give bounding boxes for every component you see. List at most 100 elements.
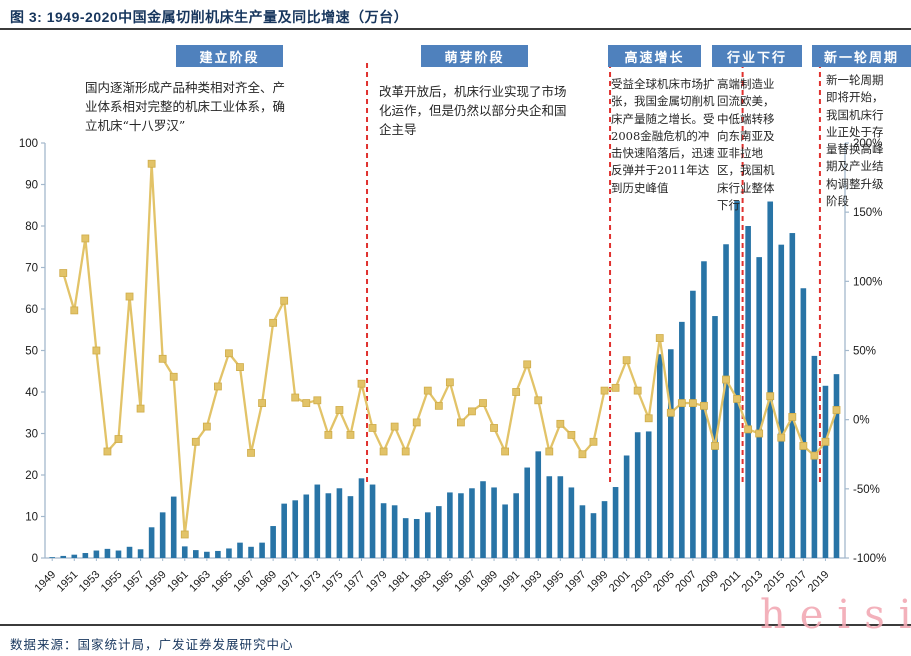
y-tick-label-right: 100% (853, 276, 882, 288)
data-source: 数据来源：国家统计局，广发证券发展研究中心 (10, 638, 294, 652)
production-bar (93, 550, 100, 558)
production-bar (60, 555, 67, 558)
y-tick-label-left: 50 (25, 346, 38, 358)
production-bar (767, 201, 774, 558)
x-tick-label: 1951 (55, 569, 81, 595)
y-tick-label-left: 70 (25, 263, 38, 275)
production-bar (778, 244, 785, 559)
x-tick-label: 1977 (342, 569, 368, 595)
y-tick-label-right: 200% (853, 138, 882, 150)
growth-marker (578, 450, 587, 459)
x-tick-label: 1985 (430, 569, 456, 595)
y-tick-label-right: -50% (853, 484, 880, 496)
growth-marker (103, 447, 112, 456)
growth-marker (799, 442, 808, 450)
growth-marker (711, 442, 719, 450)
growth-marker (258, 399, 266, 407)
x-tick-label: 1973 (298, 569, 324, 595)
growth-marker (92, 346, 101, 355)
growth-marker (335, 406, 344, 414)
x-tick-label: 2009 (695, 569, 721, 595)
production-bar (557, 476, 564, 558)
production-bar (358, 478, 365, 558)
production-bar (690, 290, 696, 558)
growth-marker (501, 447, 510, 456)
growth-marker (346, 430, 355, 439)
x-tick-label: 2015 (762, 569, 788, 595)
growth-marker (59, 269, 68, 277)
production-bar (71, 554, 78, 558)
production-bar (756, 257, 762, 558)
growth-marker (722, 375, 730, 384)
production-bar (568, 487, 575, 558)
phase-annotation-establishment: 国内逐渐形成产品种类相对齐全、产业体系相对完整的机床工业体系，确立机床“十八罗汉… (85, 80, 286, 133)
y-tick-label-left: 40 (25, 387, 38, 399)
growth-marker (412, 418, 421, 427)
growth-marker (534, 396, 543, 405)
y-tick-label-right: 0% (853, 415, 870, 427)
production-bar (413, 518, 420, 558)
y-tick-label-right: -100% (853, 553, 886, 565)
y-tick-label-left: 90 (25, 180, 38, 192)
x-tick-label: 1989 (474, 569, 500, 595)
growth-marker (434, 401, 443, 410)
growth-marker (324, 430, 333, 439)
growth-marker (457, 418, 465, 427)
growth-marker (700, 401, 708, 410)
x-tick-label: 1981 (386, 569, 412, 595)
production-bar (833, 374, 840, 558)
production-bar (193, 550, 199, 558)
production-bar (447, 492, 453, 558)
growth-marker (512, 388, 521, 396)
growth-marker (390, 422, 399, 431)
growth-marker (81, 234, 90, 243)
production-bar (601, 501, 608, 558)
production-bar (723, 244, 729, 558)
growth-marker (545, 447, 554, 456)
phase-box-new-cycle: 新一轮周期 (812, 45, 911, 67)
phase-box-downturn: 行业下行 (712, 45, 802, 67)
growth-marker (169, 372, 178, 381)
x-tick-label: 1987 (452, 569, 478, 595)
production-bar (612, 487, 619, 558)
growth-marker (291, 393, 300, 402)
x-tick-label: 2017 (784, 569, 810, 595)
x-tick-label: 1957 (121, 569, 147, 595)
growth-marker (368, 424, 377, 432)
production-bar (491, 487, 497, 558)
x-tick-label: 1955 (99, 569, 125, 595)
y-tick-label-left: 20 (25, 470, 38, 482)
production-bar (469, 488, 475, 558)
production-bar (645, 431, 652, 558)
x-tick-label: 1995 (541, 569, 567, 595)
production-bar (502, 504, 508, 558)
x-tick-label: 1997 (563, 569, 589, 595)
production-bar (436, 506, 442, 558)
production-bar (303, 494, 310, 558)
x-tick-label: 1965 (209, 569, 235, 595)
y-tick-label-left: 80 (25, 221, 38, 233)
y-tick-label-left: 30 (25, 429, 38, 441)
growth-marker (357, 379, 366, 388)
x-tick-label: 1975 (320, 569, 346, 595)
production-bar (226, 548, 232, 558)
growth-marker (777, 433, 786, 442)
production-bar (822, 385, 829, 558)
watermark: heisi (760, 592, 911, 638)
production-bar (170, 496, 177, 558)
production-bar (49, 557, 55, 558)
x-tick-label: 1983 (408, 569, 434, 595)
x-tick-label: 1979 (364, 569, 390, 595)
figure-title: 图 3: 1949-2020中国金属切削机床生产量及同比增速（万台） (10, 9, 409, 25)
x-tick-label: 2001 (607, 569, 633, 595)
x-tick-label: 2013 (739, 569, 765, 595)
production-bar (391, 505, 398, 558)
growth-marker (523, 360, 532, 369)
x-tick-label: 2011 (718, 569, 743, 594)
x-tick-label: 2003 (629, 569, 655, 595)
growth-marker (202, 422, 211, 431)
growth-marker (677, 399, 686, 407)
growth-marker (313, 396, 322, 405)
production-bar (314, 484, 321, 558)
